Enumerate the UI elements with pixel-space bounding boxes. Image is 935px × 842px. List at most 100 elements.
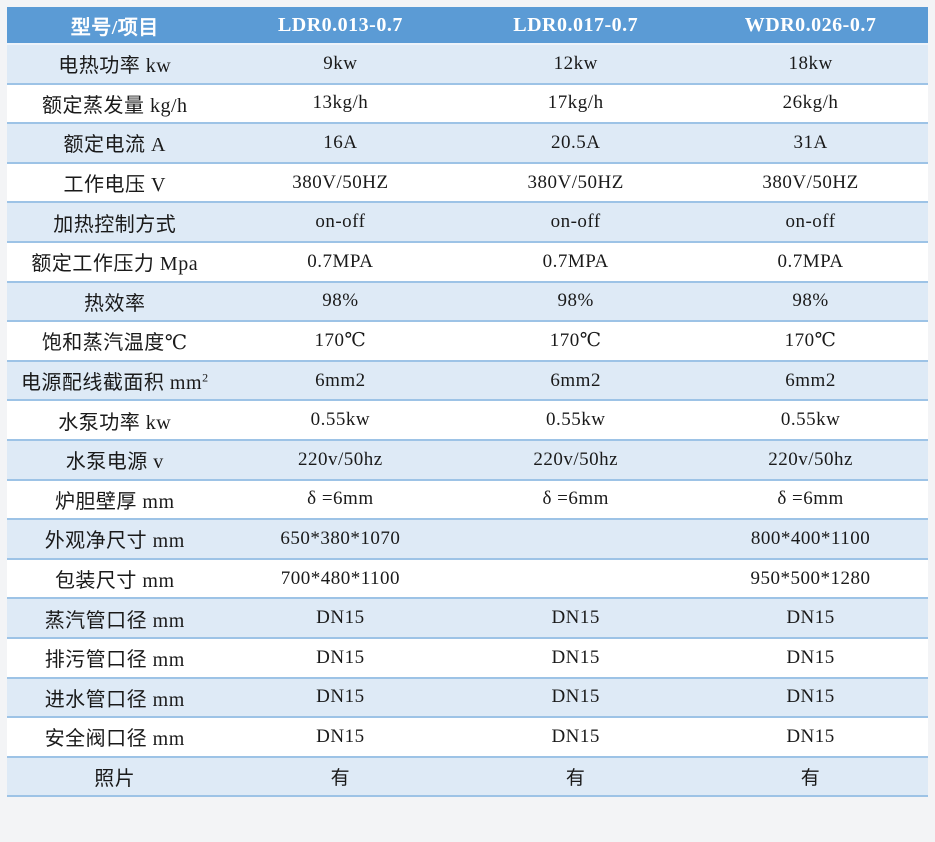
row-label: 额定电流 A xyxy=(7,123,223,164)
cell-value: 700*480*1100 xyxy=(222,558,459,600)
row-label: 饱和蒸汽温度℃ xyxy=(7,321,223,362)
cell-value: DN15 xyxy=(458,598,694,639)
cell-value: 380V/50HZ xyxy=(458,162,694,204)
cell-value: DN15 xyxy=(222,637,459,679)
header-model-2: LDR0.017-0.7 xyxy=(458,7,694,45)
table-row: 排污管口径 mm DN15 DN15 DN15 xyxy=(7,637,928,679)
cell-value: 6mm2 xyxy=(693,360,928,402)
cell-value: DN15 xyxy=(693,637,928,679)
row-label: 安全阀口径 mm xyxy=(7,717,223,758)
cell-value: 98% xyxy=(693,281,928,323)
cell-value: 有 xyxy=(693,756,928,798)
cell-value: 650*380*1070 xyxy=(222,519,459,560)
cell-value: 0.55kw xyxy=(458,400,694,441)
row-label: 额定蒸发量 kg/h xyxy=(7,83,223,125)
table-row: 进水管口径 mm DN15 DN15 DN15 xyxy=(7,677,928,719)
row-label: 蒸汽管口径 mm xyxy=(7,598,223,639)
cell-value: δ =6mm xyxy=(222,479,459,521)
cell-value: DN15 xyxy=(458,717,694,758)
cell-value: 220v/50hz xyxy=(693,439,928,481)
cell-value: DN15 xyxy=(222,717,459,758)
cell-value: DN15 xyxy=(693,598,928,639)
cell-value: 220v/50hz xyxy=(458,439,694,481)
cell-value: DN15 xyxy=(693,677,928,719)
row-label: 水泵功率 kw xyxy=(7,400,223,441)
cell-value: 6mm2 xyxy=(458,360,694,402)
spec-table-header: 型号/项目 LDR0.013-0.7 LDR0.017-0.7 WDR0.026-0.… xyxy=(7,7,928,45)
cell-value: 380V/50HZ xyxy=(222,162,459,204)
row-label: 工作电压 V xyxy=(7,162,223,204)
table-row: 额定蒸发量 kg/h 13kg/h 17kg/h 26kg/h xyxy=(7,83,928,125)
cell-value xyxy=(458,558,694,600)
cell-value: 170℃ xyxy=(222,321,459,362)
table-row: 蒸汽管口径 mm DN15 DN15 DN15 xyxy=(7,598,928,639)
cell-value: 13kg/h xyxy=(222,83,459,125)
cell-value: 98% xyxy=(458,281,694,323)
cell-value: δ =6mm xyxy=(693,479,928,521)
cell-value: on-off xyxy=(222,202,459,243)
table-row: 热效率 98% 98% 98% xyxy=(7,281,928,323)
table-row: 炉胆壁厚 mm δ =6mm δ =6mm δ =6mm xyxy=(7,479,928,521)
cell-value: on-off xyxy=(693,202,928,243)
cell-value: 9kw xyxy=(222,44,459,85)
header-model-3: WDR0.026-0.7 xyxy=(693,7,928,45)
row-label: 包装尺寸 mm xyxy=(7,558,223,600)
row-label: 加热控制方式 xyxy=(7,202,223,243)
row-label: 进水管口径 mm xyxy=(7,677,223,719)
cell-value: DN15 xyxy=(693,717,928,758)
cell-value: 18kw xyxy=(693,44,928,85)
row-label: 热效率 xyxy=(7,281,223,323)
cell-value: 220v/50hz xyxy=(222,439,459,481)
cell-value: DN15 xyxy=(458,677,694,719)
cell-value: 950*500*1280 xyxy=(693,558,928,600)
cell-value: DN15 xyxy=(222,677,459,719)
cell-value: 800*400*1100 xyxy=(693,519,928,560)
cell-value: 0.7MPA xyxy=(693,241,928,283)
table-row: 额定工作压力 Mpa 0.7MPA 0.7MPA 0.7MPA xyxy=(7,241,928,283)
row-label: 电源配线截面积 mm2 xyxy=(7,360,223,402)
cell-value: DN15 xyxy=(222,598,459,639)
row-label: 外观净尺寸 mm xyxy=(7,519,223,560)
cell-value: 31A xyxy=(693,123,928,164)
cell-value: on-off xyxy=(458,202,694,243)
cell-value xyxy=(458,519,694,560)
table-row: 加热控制方式 on-off on-off on-off xyxy=(7,202,928,243)
row-label: 电热功率 kw xyxy=(7,44,223,85)
cell-value: 0.55kw xyxy=(693,400,928,441)
cell-value: δ =6mm xyxy=(458,479,694,521)
cell-value: 20.5A xyxy=(458,123,694,164)
cell-value: 98% xyxy=(222,281,459,323)
table-row: 饱和蒸汽温度℃ 170℃ 170℃ 170℃ xyxy=(7,321,928,362)
table-row: 水泵电源 v 220v/50hz 220v/50hz 220v/50hz xyxy=(7,439,928,481)
header-model-item: 型号/项目 xyxy=(7,7,223,45)
table-row: 外观净尺寸 mm 650*380*1070 800*400*1100 xyxy=(7,519,928,560)
cell-value: 170℃ xyxy=(458,321,694,362)
cell-value: 有 xyxy=(222,756,459,798)
cell-value: 0.55kw xyxy=(222,400,459,441)
cell-value: 26kg/h xyxy=(693,83,928,125)
table-row: 安全阀口径 mm DN15 DN15 DN15 xyxy=(7,717,928,758)
cell-value: 17kg/h xyxy=(458,83,694,125)
cell-value: DN15 xyxy=(458,637,694,679)
table-row: 工作电压 V 380V/50HZ 380V/50HZ 380V/50HZ xyxy=(7,162,928,204)
cell-value: 0.7MPA xyxy=(222,241,459,283)
header-model-1: LDR0.013-0.7 xyxy=(222,7,459,45)
cell-value: 170℃ xyxy=(693,321,928,362)
table-row: 电源配线截面积 mm2 6mm2 6mm2 6mm2 xyxy=(7,360,928,402)
cell-value: 有 xyxy=(458,756,694,798)
cell-value: 6mm2 xyxy=(222,360,459,402)
table-row: 电热功率 kw 9kw 12kw 18kw xyxy=(7,44,928,85)
spec-table-container: 型号/项目 LDR0.013-0.7 LDR0.017-0.7 WDR0.026-0.… xyxy=(7,7,928,835)
table-row: 水泵功率 kw 0.55kw 0.55kw 0.55kw xyxy=(7,400,928,441)
row-label: 水泵电源 v xyxy=(7,439,223,481)
cell-value: 380V/50HZ xyxy=(693,162,928,204)
row-label: 照片 xyxy=(7,756,223,798)
cell-value: 0.7MPA xyxy=(458,241,694,283)
table-row: 额定电流 A 16A 20.5A 31A xyxy=(7,123,928,164)
row-label: 排污管口径 mm xyxy=(7,637,223,679)
row-label: 额定工作压力 Mpa xyxy=(7,241,223,283)
table-row: 照片有有有 xyxy=(7,756,928,798)
spec-table-body: 电热功率 kw 9kw 12kw 18kw 额定蒸发量 kg/h 13kg/h 17kg/h… xyxy=(7,44,928,798)
spec-table: 型号/项目 LDR0.013-0.7 LDR0.017-0.7 WDR0.026-0.… xyxy=(7,7,928,798)
cell-value: 16A xyxy=(222,123,459,164)
